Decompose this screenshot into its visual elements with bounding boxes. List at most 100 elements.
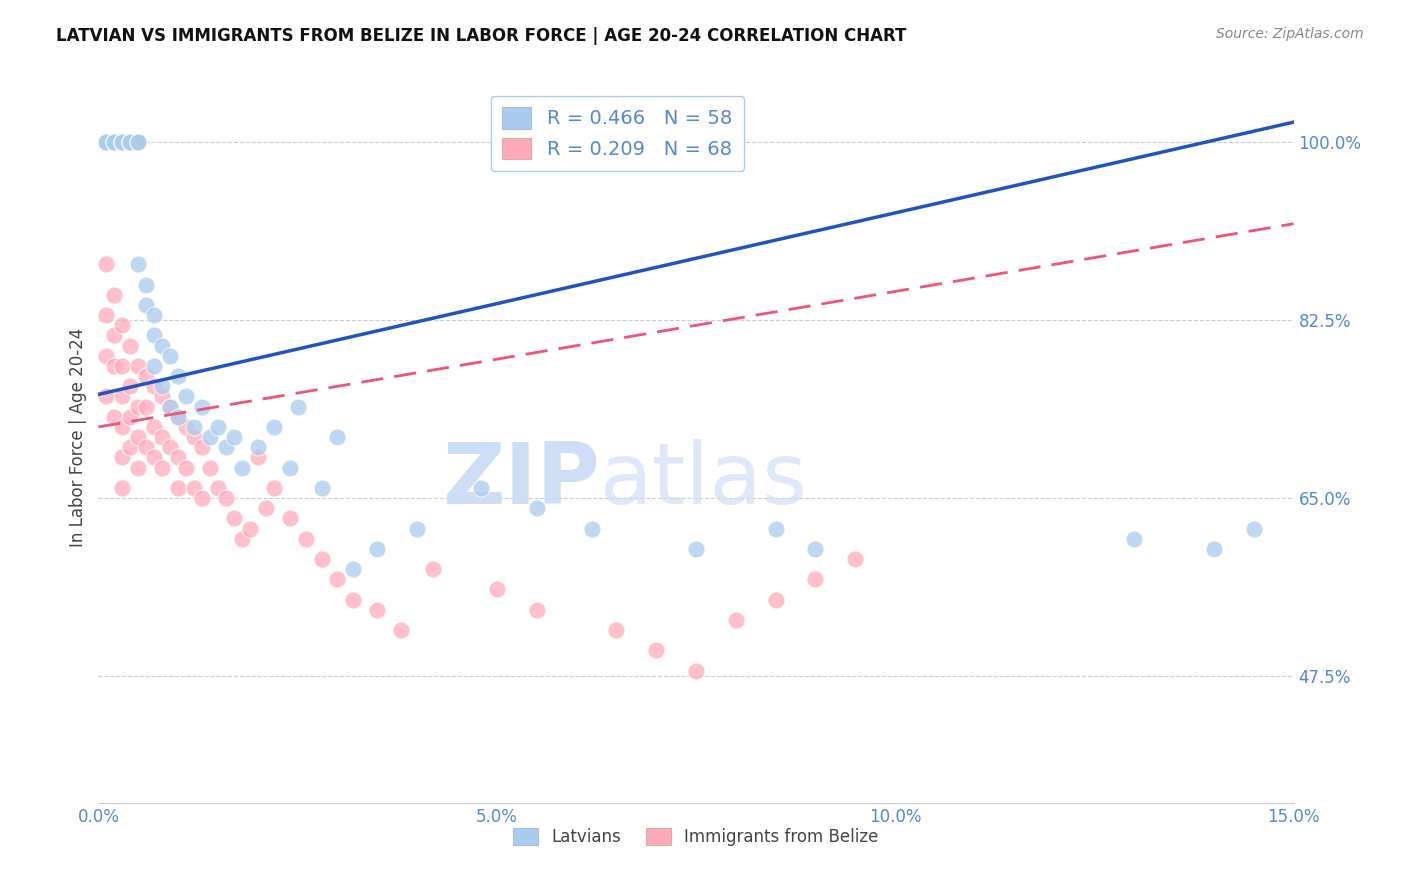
Point	[135, 277, 157, 292]
Point	[120, 379, 142, 393]
Point	[254, 501, 277, 516]
Point	[111, 359, 134, 373]
Point	[422, 562, 444, 576]
Point	[111, 389, 134, 403]
Point	[326, 572, 349, 586]
Point	[207, 420, 229, 434]
Point	[96, 136, 118, 150]
Point	[127, 136, 149, 150]
Point	[127, 136, 149, 150]
Point	[120, 338, 142, 352]
Y-axis label: In Labor Force | Age 20-24: In Labor Force | Age 20-24	[69, 327, 87, 547]
Point	[167, 409, 190, 424]
Point	[246, 450, 269, 465]
Point	[366, 603, 388, 617]
Point	[150, 379, 173, 393]
Point	[246, 440, 269, 454]
Point	[111, 450, 134, 465]
Point	[111, 136, 134, 150]
Point	[342, 562, 364, 576]
Point	[222, 430, 245, 444]
Point	[96, 308, 118, 322]
Point	[120, 136, 142, 150]
Point	[127, 136, 149, 150]
Point	[103, 136, 125, 150]
Point	[103, 136, 125, 150]
Point	[191, 440, 214, 454]
Point	[167, 481, 190, 495]
Point	[485, 582, 508, 597]
Point	[215, 491, 238, 505]
Point	[765, 592, 787, 607]
Point	[1243, 521, 1265, 535]
Point	[143, 308, 166, 322]
Point	[1202, 541, 1225, 556]
Point	[222, 511, 245, 525]
Point	[198, 430, 221, 444]
Point	[135, 369, 157, 384]
Point	[685, 664, 707, 678]
Point	[120, 136, 142, 150]
Point	[183, 430, 205, 444]
Point	[120, 136, 142, 150]
Point	[135, 298, 157, 312]
Point	[287, 400, 309, 414]
Point	[311, 481, 333, 495]
Point	[231, 532, 253, 546]
Point	[685, 541, 707, 556]
Point	[96, 136, 118, 150]
Point	[526, 603, 548, 617]
Legend: Latvians, Immigrants from Belize: Latvians, Immigrants from Belize	[506, 822, 886, 853]
Point	[366, 541, 388, 556]
Point	[143, 379, 166, 393]
Point	[207, 481, 229, 495]
Point	[150, 338, 173, 352]
Point	[645, 643, 668, 657]
Point	[311, 552, 333, 566]
Point	[150, 389, 173, 403]
Point	[406, 521, 429, 535]
Point	[96, 389, 118, 403]
Point	[120, 409, 142, 424]
Point	[174, 460, 197, 475]
Point	[111, 136, 134, 150]
Point	[159, 400, 181, 414]
Text: Source: ZipAtlas.com: Source: ZipAtlas.com	[1216, 27, 1364, 41]
Point	[231, 460, 253, 475]
Point	[263, 481, 285, 495]
Point	[111, 420, 134, 434]
Point	[804, 572, 827, 586]
Point	[143, 450, 166, 465]
Point	[263, 420, 285, 434]
Point	[167, 409, 190, 424]
Point	[111, 481, 134, 495]
Point	[103, 136, 125, 150]
Point	[278, 460, 301, 475]
Point	[127, 257, 149, 271]
Point	[239, 521, 262, 535]
Point	[127, 359, 149, 373]
Point	[342, 592, 364, 607]
Point	[191, 400, 214, 414]
Point	[605, 623, 627, 637]
Point	[294, 532, 316, 546]
Point	[326, 430, 349, 444]
Point	[278, 511, 301, 525]
Point	[96, 136, 118, 150]
Point	[120, 136, 142, 150]
Point	[96, 257, 118, 271]
Point	[1123, 532, 1146, 546]
Point	[215, 440, 238, 454]
Point	[135, 440, 157, 454]
Point	[724, 613, 747, 627]
Point	[765, 521, 787, 535]
Point	[143, 359, 166, 373]
Point	[581, 521, 603, 535]
Point	[167, 369, 190, 384]
Point	[183, 420, 205, 434]
Point	[111, 136, 134, 150]
Point	[120, 136, 142, 150]
Point	[143, 420, 166, 434]
Point	[844, 552, 866, 566]
Point	[111, 318, 134, 333]
